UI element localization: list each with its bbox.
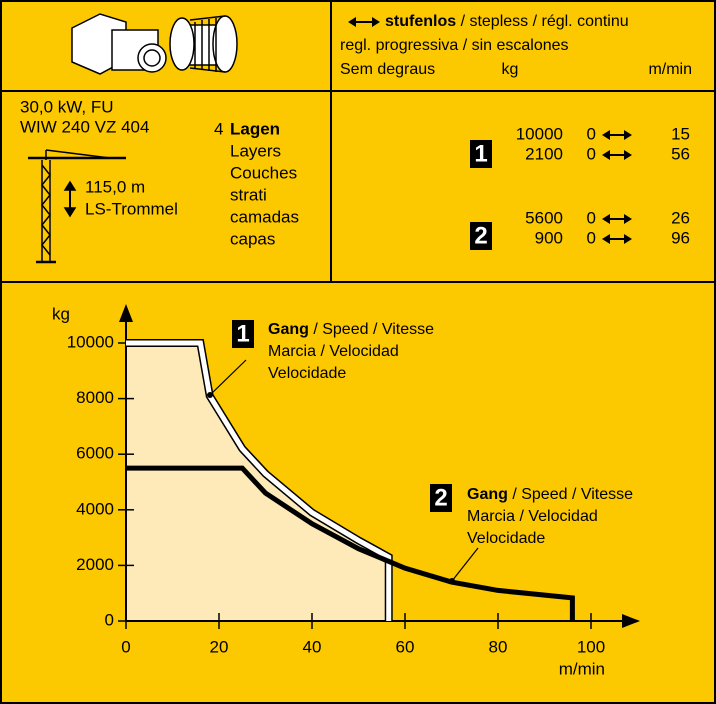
annotation-text: / Speed / Vitesse — [309, 321, 434, 338]
gear-badge — [470, 140, 492, 168]
arrow-head — [624, 150, 632, 160]
gear-badge-label: 1 — [236, 320, 249, 347]
y-tick-label: 8000 — [76, 388, 114, 407]
arrow-head — [602, 214, 610, 224]
gear-table: 1 10000 0 15 2100 0 56 2 5600 0 26 900 0 96 — [470, 124, 690, 250]
load-kg: 900 — [535, 228, 563, 247]
annotation-line: Marcia / Velocidad — [268, 343, 399, 360]
annotation-line: Velocidade — [467, 530, 545, 547]
y-tick-label: 4000 — [76, 499, 114, 518]
annotation-bold: Gang — [467, 486, 508, 503]
winch-drawing — [71, 13, 238, 75]
mode-text: stufenlos / stepless / régl. continu — [385, 13, 629, 30]
arrow-head — [602, 234, 610, 244]
layer-name: Couches — [230, 163, 297, 182]
leader-dot — [449, 578, 455, 584]
speed-from: 0 — [587, 124, 596, 143]
mode-rest: / stepless / régl. continu — [456, 13, 629, 30]
layer-name: camadas — [230, 207, 299, 226]
x-tick-label: 60 — [396, 637, 415, 656]
gear-badge — [232, 320, 254, 348]
col-header: kg — [502, 61, 519, 78]
gear-badge — [470, 222, 492, 250]
x-tick-label: 40 — [303, 637, 322, 656]
mode-line: Sem degraus — [340, 61, 435, 78]
load-kg: 2100 — [525, 144, 563, 163]
speed-from: 0 — [587, 208, 596, 227]
y-axis-label: kg — [52, 304, 70, 323]
y-tick-label: 10000 — [67, 332, 114, 351]
speed-to: 96 — [671, 228, 690, 247]
leader-line — [209, 359, 247, 396]
crane-drawing — [28, 149, 126, 264]
load-kg: 5600 — [525, 208, 563, 227]
gear-badge-label: 2 — [434, 484, 447, 511]
gear-badge-label: 1 — [474, 140, 487, 167]
x-tick-label: 80 — [489, 637, 508, 656]
y-axis-arrow — [119, 304, 133, 322]
double-arrow — [348, 17, 380, 27]
arrow-head — [624, 130, 632, 140]
leader-line — [451, 547, 479, 582]
spec: LS-Trommel — [85, 199, 178, 218]
speed-from: 0 — [587, 144, 596, 163]
x-tick-label: 100 — [577, 637, 605, 656]
load-curve — [126, 340, 392, 621]
arrow-head — [602, 150, 610, 160]
speed-from: 0 — [587, 228, 596, 247]
gear-badge-label: 2 — [474, 222, 487, 249]
y-tick-label: 0 — [105, 610, 114, 629]
leader-dot — [207, 392, 213, 398]
load-curve — [126, 465, 575, 621]
layer-name: Layers — [230, 141, 281, 160]
layer-name: strati — [230, 185, 267, 204]
speed-to: 15 — [671, 124, 690, 143]
gear-badge — [430, 484, 452, 512]
spec: WIW 240 VZ 404 — [20, 117, 149, 136]
arrow-head — [602, 130, 610, 140]
annotation-text: / Speed / Vitesse — [508, 486, 633, 503]
annotation-line: Velocidade — [268, 365, 346, 382]
layers-bold: Lagen — [230, 119, 280, 138]
annotation-title: Gang / Speed / Vitesse — [467, 486, 633, 503]
chart: kg m/min 0 2000 4000 6000 8000 10000 0 20 40 60 80 10… — [52, 304, 640, 678]
annotation-bold: Gang — [268, 321, 309, 338]
x-tick-label: 20 — [210, 637, 229, 656]
arrow-head — [624, 234, 632, 244]
mode-bold: stufenlos — [385, 13, 456, 30]
x-tick-label: 0 — [121, 637, 130, 656]
col-header: m/min — [648, 61, 692, 78]
y-tick-label: 6000 — [76, 444, 114, 463]
load-kg: 10000 — [516, 124, 563, 143]
spec: 115,0 m — [85, 177, 145, 196]
layer-name: capas — [230, 229, 275, 248]
x-axis-arrow — [622, 614, 640, 628]
speed-to: 56 — [671, 144, 690, 163]
arrow-head — [624, 214, 632, 224]
annotation-title: Gang / Speed / Vitesse — [268, 321, 434, 338]
layers-count: 4 — [214, 119, 223, 138]
speed-to: 26 — [671, 208, 690, 227]
annotation-line: Marcia / Velocidad — [467, 508, 598, 525]
x-axis-label: m/min — [559, 659, 605, 678]
y-tick-label: 2000 — [76, 555, 114, 574]
mode-line: regl. progressiva / sin escalones — [340, 37, 569, 54]
spec: 30,0 kW, FU — [20, 97, 114, 116]
